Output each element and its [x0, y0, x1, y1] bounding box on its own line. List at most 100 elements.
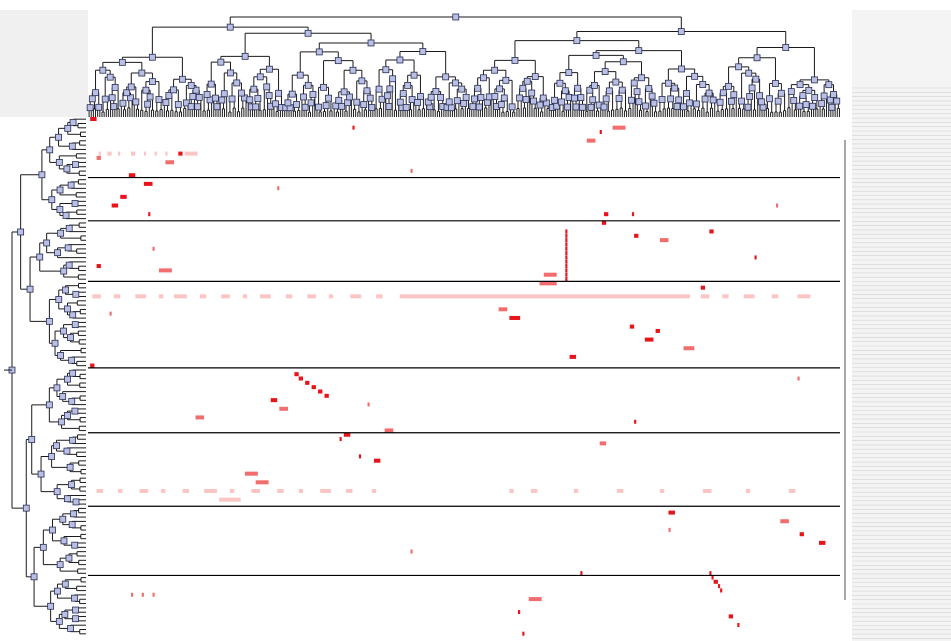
corner-panel	[0, 10, 88, 117]
node-marker	[71, 407, 79, 415]
heatmap-cell	[659, 238, 669, 243]
heatmap-cell	[629, 324, 635, 329]
node-marker	[437, 94, 445, 101]
heatmap-cell	[165, 160, 174, 165]
node-marker	[127, 83, 135, 91]
node-marker	[579, 103, 586, 111]
node-marker	[744, 103, 752, 111]
node-marker	[61, 580, 69, 588]
node-marker	[315, 48, 323, 56]
node-marker	[404, 82, 412, 89]
node-marker	[830, 91, 837, 98]
heatmap-cell	[522, 631, 525, 636]
node-marker	[367, 39, 375, 47]
node-marker	[766, 95, 773, 103]
heatmap-cell	[242, 294, 248, 299]
node-marker	[363, 87, 371, 95]
node-marker	[628, 96, 635, 104]
node-marker	[92, 89, 99, 97]
heatmap-cell	[432, 294, 690, 299]
node-marker	[69, 311, 77, 319]
node-marker	[304, 81, 312, 89]
heatmap-cell	[599, 441, 607, 446]
node-marker	[399, 90, 407, 97]
node-marker	[502, 76, 510, 84]
node-marker	[106, 73, 114, 81]
node-marker	[735, 63, 743, 71]
node-marker	[805, 86, 813, 94]
node-marker	[738, 97, 745, 105]
node-marker	[586, 86, 594, 94]
heatmap-cell	[539, 281, 557, 286]
node-marker	[254, 94, 262, 102]
node-marker	[132, 98, 140, 106]
node-marker	[809, 102, 816, 110]
node-marker	[71, 594, 78, 602]
node-marker	[227, 69, 234, 77]
node-marker	[301, 103, 309, 111]
node-marker	[641, 102, 649, 110]
heatmap-cell	[509, 315, 521, 320]
node-marker	[218, 96, 226, 104]
node-marker	[772, 80, 779, 87]
node-marker	[453, 97, 461, 105]
heatmap-cell	[631, 212, 635, 217]
heatmap-cell	[154, 151, 157, 156]
heatmap-cell	[96, 155, 101, 160]
heatmap-cell	[182, 488, 190, 493]
node-marker	[491, 93, 499, 100]
heatmap-cell	[644, 337, 654, 342]
heatmap-cell	[530, 488, 538, 493]
heatmap-cell	[565, 264, 568, 269]
node-marker	[820, 92, 828, 100]
heatmap-cell	[285, 294, 293, 299]
node-marker	[508, 103, 516, 111]
node-marker	[650, 99, 658, 107]
heatmap-cell	[565, 268, 568, 273]
node-marker	[65, 224, 73, 232]
heatmap-cell	[410, 549, 413, 554]
node-marker	[469, 103, 477, 111]
heatmap-cell	[668, 527, 671, 532]
heatmap-cell	[580, 571, 583, 576]
heatmap-cell	[634, 233, 639, 238]
heatmap-cell	[565, 229, 568, 234]
node-marker	[673, 102, 681, 110]
node-marker	[471, 95, 478, 103]
node-marker	[63, 495, 71, 503]
node-marker	[686, 99, 693, 107]
heatmap-cell	[717, 584, 721, 589]
node-marker	[758, 98, 765, 106]
node-marker	[635, 98, 643, 106]
heatmap-cell	[92, 294, 101, 299]
node-marker	[447, 104, 455, 112]
node-marker	[187, 103, 195, 111]
node-marker	[633, 88, 641, 96]
node-marker	[64, 305, 71, 313]
heatmap-cell	[565, 233, 568, 238]
node-marker	[67, 334, 74, 341]
node-marker	[149, 78, 156, 86]
node-marker	[146, 93, 154, 101]
node-marker	[250, 85, 258, 93]
heatmap-cell	[711, 575, 714, 580]
heatmap-cell	[352, 125, 355, 130]
node-marker	[228, 95, 236, 103]
node-marker	[332, 102, 340, 110]
node-marker	[263, 83, 271, 91]
heatmap-cell	[601, 220, 607, 225]
heatmap-cell	[109, 311, 112, 316]
node-marker	[101, 95, 109, 103]
node-marker	[693, 100, 700, 108]
node-marker	[419, 48, 427, 55]
node-marker	[417, 93, 424, 100]
node-marker	[51, 339, 59, 347]
heatmap-cell	[743, 294, 755, 299]
heatmap-cell	[277, 488, 284, 493]
heatmap-cell	[135, 294, 147, 299]
node-marker	[334, 57, 342, 65]
node-marker	[300, 93, 307, 101]
node-marker	[528, 89, 536, 97]
node-marker	[452, 13, 460, 21]
heatmap-cell	[229, 488, 235, 493]
